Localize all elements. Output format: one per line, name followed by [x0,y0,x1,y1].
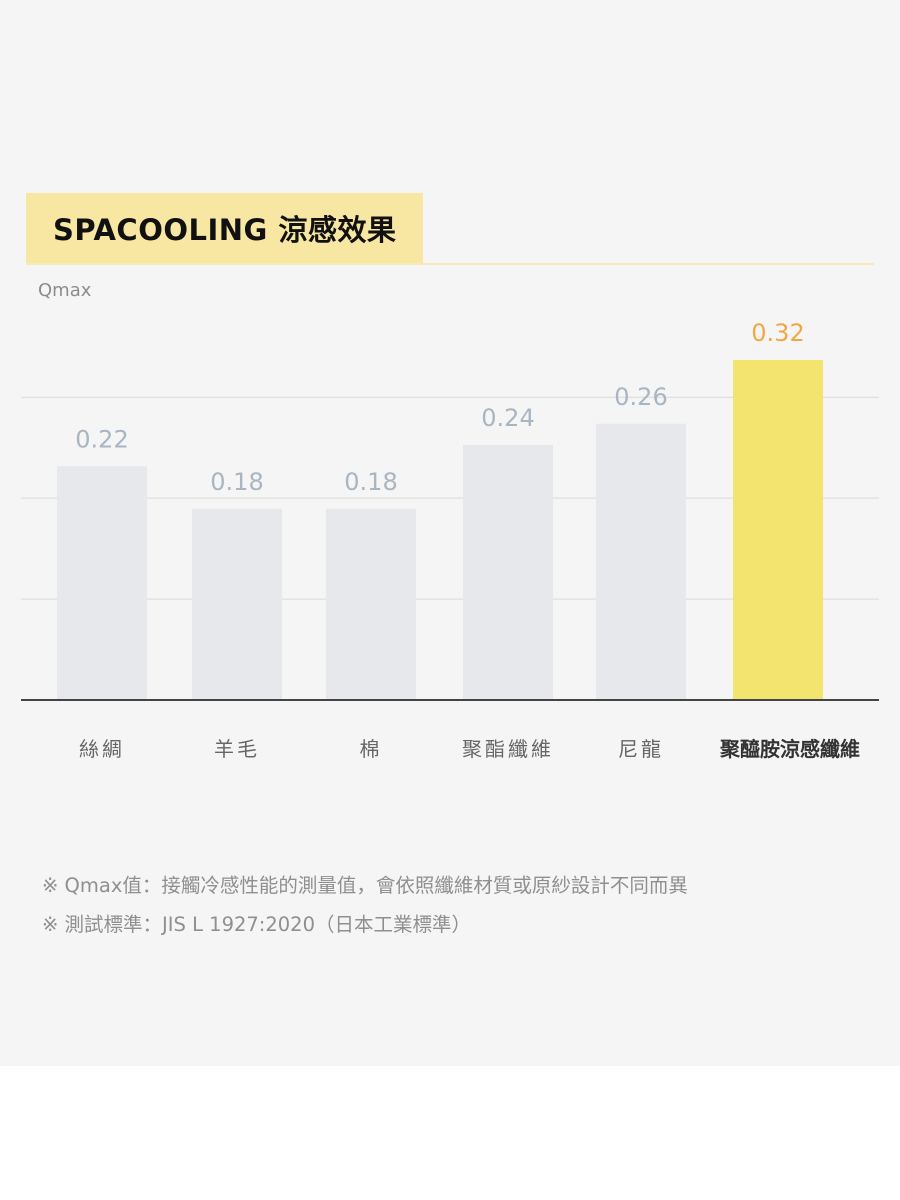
footnote-standard: ※ 測試標準：JIS L 1927:2020（日本工業標準） [42,913,472,936]
value-label-6: 0.32 [751,319,804,347]
title-divider [26,263,874,265]
bar-chart: Qmax 0.22 0.18 0.18 0.24 0.26 0.32 絲綢 羊毛 棉 聚酯纖維 尼… [21,280,879,761]
chart-panel: SPACOOLING 涼感效果 Qmax 0.22 0.18 0.18 0.24 0.2… [21,193,882,944]
chart-title-box: SPACOOLING 涼感效果 [26,193,423,263]
value-label-1: 0.22 [75,425,128,453]
category-label-6: 聚醯胺涼感纖維 [719,737,860,761]
bar-5 [596,423,686,700]
category-label-1: 絲綢 [79,737,125,761]
category-label-2: 羊毛 [214,737,260,761]
category-label-4: 聚酯纖維 [462,737,554,761]
value-labels: 0.22 0.18 0.18 0.24 0.26 0.32 [75,319,804,496]
value-label-5: 0.26 [614,383,667,411]
y-axis-label: Qmax [38,280,92,301]
bar-1 [57,466,147,700]
category-labels: 絲綢 羊毛 棉 聚酯纖維 尼龍 聚醯胺涼感纖維 [79,737,860,761]
bar-3 [326,508,416,700]
footnote-qmax: ※ Qmax值：接觸冷感性能的測量值，會依照纖維材質或原紗設計不同而異 [42,874,688,897]
bar-2 [192,508,282,700]
value-label-2: 0.18 [210,468,263,496]
chart-title: SPACOOLING 涼感效果 [53,213,397,247]
value-label-4: 0.24 [481,404,534,432]
category-label-5: 尼龍 [618,737,664,761]
footnotes: ※ Qmax值：接觸冷感性能的測量值，會依照纖維材質或原紗設計不同而異 ※ 測試… [42,866,882,944]
bar-4 [463,445,553,700]
bars [57,360,823,700]
value-label-3: 0.18 [344,468,397,496]
bar-6 [733,360,823,700]
category-label-3: 棉 [360,737,383,761]
